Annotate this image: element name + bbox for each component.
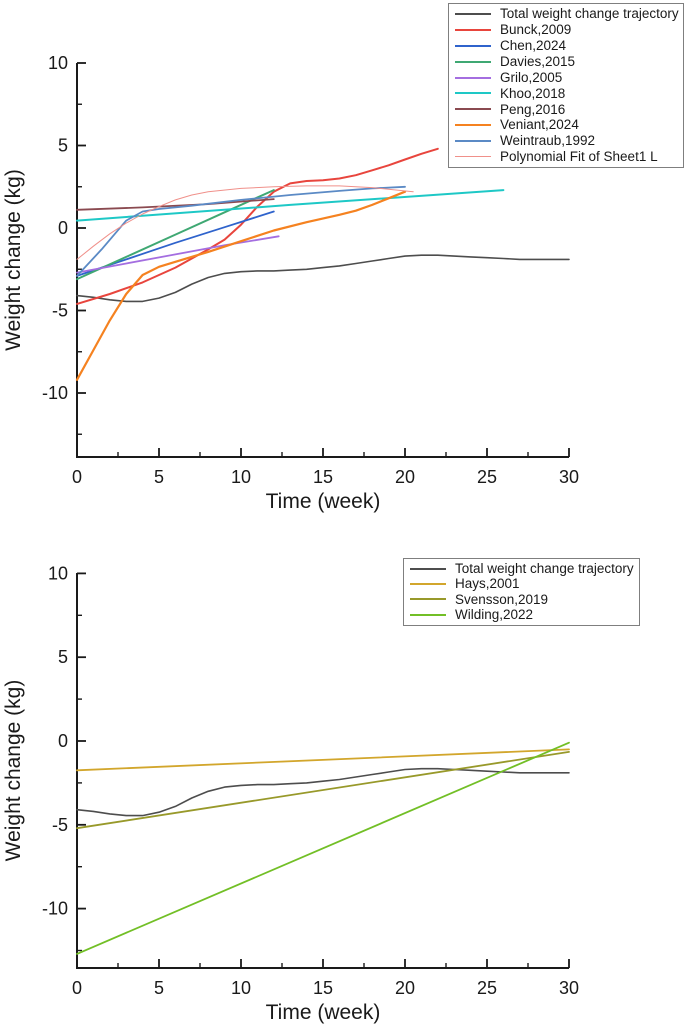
legend-label: Polynomial Fit of Sheet1 L (500, 149, 658, 165)
series-line-wilding-2022 (76, 741, 570, 955)
legend-line-swatch (410, 567, 446, 570)
legend-entry-davies-2015: Davies,2015 (455, 54, 678, 70)
legend-label: Weintraub,1992 (500, 133, 596, 149)
y-tick-label: -5 (52, 815, 68, 835)
legend-line-swatch (455, 124, 491, 127)
y-tick-label: -5 (52, 301, 68, 321)
legend-line-swatch (455, 92, 491, 95)
series-line-bunck-2009 (76, 147, 439, 305)
y-tick-label: -10 (42, 383, 68, 403)
series-line-total-weight-change-trajectory (76, 767, 570, 817)
legend-box: Total weight change trajectory Hays,2001 S… (403, 558, 640, 626)
x-axis-title: Time (week) (266, 1001, 381, 1024)
y-tick-label: 5 (58, 136, 68, 156)
axis-frame (76, 573, 569, 969)
x-tick-label: 10 (231, 467, 251, 487)
weight-change-chart-bottom: 10 5 0 -5 -10 0 5 10 15 20 25 30 Time (week) Weight c… (0, 517, 685, 1034)
legend-line-swatch (455, 156, 491, 158)
legend-label: Wilding,2022 (455, 607, 534, 623)
legend-entry-svensson-2019: Svensson,2019 (410, 592, 634, 607)
x-tick-label: 10 (231, 978, 251, 998)
legend-line-swatch (455, 60, 491, 63)
legend-entry-peng-2016: Peng,2016 (455, 101, 678, 117)
x-tick-label: 0 (72, 978, 82, 998)
y-tick-label: -10 (42, 899, 68, 919)
legend-box: Total weight change trajectory Bunck,2009… (448, 3, 684, 168)
y-tick-label: 10 (48, 563, 68, 583)
legend-label: Grilo,2005 (500, 69, 563, 85)
y-tick-label: 10 (48, 53, 68, 73)
y-tick-label: 5 (58, 647, 68, 667)
legend-entry-khoo-2018: Khoo,2018 (455, 85, 678, 101)
series-line-hays-2001 (76, 748, 570, 772)
y-tick-label: 0 (58, 731, 68, 751)
series-line-polynomial-fit-of-sheet1-l (76, 185, 414, 260)
x-tick-label: 20 (395, 467, 415, 487)
legend-entry-grilo-2005: Grilo,2005 (455, 70, 678, 86)
legend-line-swatch (455, 76, 491, 79)
legend-label: Peng,2016 (500, 101, 566, 117)
series-line-weintraub-1992 (76, 185, 406, 277)
legend-label: Bunck,2009 (500, 22, 572, 38)
legend-label: Hays,2001 (455, 576, 520, 592)
x-tick-label: 15 (313, 978, 333, 998)
legend-line-swatch (410, 613, 446, 616)
legend-line-swatch (455, 28, 491, 31)
series-line-davies-2015 (76, 189, 275, 281)
legend-label: Khoo,2018 (500, 85, 566, 101)
legend-entry-total-weight-change-trajectory: Total weight change trajectory (455, 6, 679, 22)
legend-entry-polynomial-fit-of-sheet1-l: Polynomial Fit of Sheet1 L (455, 149, 678, 165)
legend-label: Veniant,2024 (500, 117, 579, 133)
x-tick-label: 20 (395, 978, 415, 998)
legend-line-swatch (455, 108, 491, 111)
series-line-grilo-2005 (76, 235, 280, 274)
legend-line-swatch (410, 583, 446, 586)
legend-entry-bunck-2009: Bunck,2009 (455, 22, 678, 38)
x-tick-label: 30 (559, 467, 579, 487)
series-line-peng-2016 (76, 198, 275, 211)
series-line-veniant-2024 (75, 190, 407, 381)
legend-entry-weintraub-1992: Weintraub,1992 (455, 133, 678, 149)
series-line-total-weight-change-trajectory (76, 254, 570, 303)
x-tick-label: 25 (477, 978, 497, 998)
y-tick-label: 0 (58, 218, 68, 238)
legend-entry-chen-2024: Chen,2024 (455, 38, 678, 54)
x-tick-label: 30 (559, 978, 579, 998)
legend-line-swatch (455, 44, 491, 47)
legend-line-swatch (410, 598, 446, 601)
x-tick-label: 5 (154, 467, 164, 487)
legend-line-swatch (455, 12, 491, 15)
legend-entry-wilding-2022: Wilding,2022 (410, 607, 634, 622)
x-tick-label: 15 (313, 467, 333, 487)
x-tick-label: 0 (72, 467, 82, 487)
y-axis-title: Weight change (kg) (2, 680, 25, 862)
y-axis-title: Weight change (kg) (2, 169, 25, 351)
legend-label: Davies,2015 (500, 53, 576, 69)
chart-top-svg: 10 5 0 -5 -10 0 5 10 15 20 25 30 Time (week) Weight c… (2, 53, 579, 513)
series-line-khoo-2018 (76, 189, 505, 222)
legend-label: Total weight change trajectory (500, 6, 679, 22)
x-axis-title: Time (week) (266, 490, 381, 513)
series-line-svensson-2019 (76, 750, 570, 830)
legend-label: Svensson,2019 (455, 591, 549, 607)
legend-line-swatch (455, 140, 491, 143)
legend-entry-hays-2001: Hays,2001 (410, 576, 634, 591)
x-tick-label: 5 (154, 978, 164, 998)
legend-entry-total-weight-change-trajectory: Total weight change trajectory (410, 561, 634, 576)
x-tick-label: 25 (477, 467, 497, 487)
chart-bottom-svg: 10 5 0 -5 -10 0 5 10 15 20 25 30 Time (week) Weight c… (2, 563, 579, 1024)
weight-change-chart-top: 10 5 0 -5 -10 0 5 10 15 20 25 30 Time (week) Weight c… (2, 3, 684, 513)
legend-label: Total weight change trajectory (455, 560, 634, 576)
legend-entry-veniant-2024: Veniant,2024 (455, 117, 678, 133)
legend-label: Chen,2024 (500, 37, 567, 53)
